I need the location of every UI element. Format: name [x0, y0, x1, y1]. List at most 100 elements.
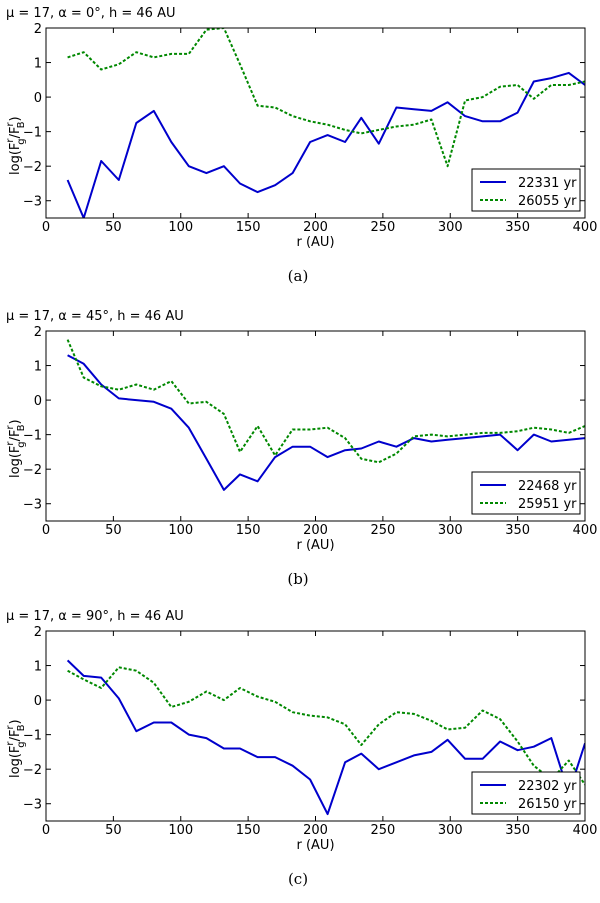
- x-tick-label: 250: [370, 823, 395, 838]
- x-tick-label: 150: [236, 523, 261, 538]
- y-label-mid: /F: [8, 126, 23, 138]
- series-line-2: [66, 339, 585, 464]
- y-label-sup-b: r: [5, 121, 16, 126]
- y-tick-label: −3: [23, 498, 42, 513]
- x-tick-label: 150: [236, 823, 261, 838]
- y-label-sup-g: r: [5, 138, 16, 143]
- y-tick-label: 1: [34, 360, 42, 375]
- y-tick-label: −1: [23, 429, 42, 444]
- chart-title: μ = 17, α = 45°, h = 46 AU: [6, 309, 184, 324]
- legend-box: [471, 771, 581, 815]
- chart-a: μ = 17, α = 0°, h = 46 AU 0 50 100 150 200 250…: [5, 6, 598, 285]
- y-tick-label: 0: [34, 694, 42, 709]
- y-label-sup-b: r: [5, 424, 16, 429]
- y-label-end: ): [8, 719, 23, 724]
- y-tick-label: 1: [34, 660, 42, 675]
- legend-box: [471, 471, 581, 515]
- x-tick-label: 300: [438, 523, 463, 538]
- x-tick-label: 200: [303, 220, 328, 235]
- series-line-2: [67, 28, 585, 168]
- x-tick-label: 50: [105, 823, 122, 838]
- x-axis-label: r (AU): [296, 538, 334, 553]
- x-tick-label: 300: [438, 823, 463, 838]
- x-axis-label: r (AU): [296, 838, 334, 853]
- x-axis-label: r (AU): [296, 235, 334, 250]
- series-group: [66, 339, 585, 491]
- x-tick-label: 50: [105, 220, 122, 235]
- y-label-end: ): [8, 419, 23, 424]
- x-tick-label: 200: [303, 823, 328, 838]
- y-tick-label: −2: [23, 160, 42, 175]
- x-tick-label: 100: [168, 220, 193, 235]
- panel-b: μ = 17, α = 45°, h = 46 AU 0 50 100 150 200 25…: [0, 303, 600, 603]
- x-tick-label: 100: [168, 523, 193, 538]
- x-tick-label: 0: [42, 523, 50, 538]
- series-line-1: [67, 354, 585, 491]
- legend-box: [471, 168, 581, 212]
- y-tick-label: −1: [23, 729, 42, 744]
- x-tick-label: 200: [303, 523, 328, 538]
- panel-caption: (a): [288, 267, 309, 285]
- x-tick-label: 150: [236, 220, 261, 235]
- x-tick-label: 350: [505, 523, 530, 538]
- x-tick-label: 250: [370, 523, 395, 538]
- legend-label-1: 22331 yr: [518, 176, 577, 191]
- y-tick-label: 1: [34, 57, 42, 72]
- x-tick-label: 400: [573, 523, 598, 538]
- chart-b: μ = 17, α = 45°, h = 46 AU 0 50 100 150 200 25…: [5, 309, 598, 588]
- y-label-sub-g: g: [16, 741, 27, 747]
- y-label-sub-b: B: [16, 724, 27, 731]
- y-tick-label: −2: [23, 463, 42, 478]
- x-tick-label: 350: [505, 823, 530, 838]
- y-tick-label: 2: [34, 22, 42, 37]
- x-tick-label: 400: [573, 823, 598, 838]
- legend-label-2: 26150 yr: [518, 797, 577, 812]
- series-line-2: [67, 666, 585, 786]
- y-label-mid: /F: [8, 729, 23, 741]
- x-tick-label: 0: [42, 220, 50, 235]
- chart-c: μ = 17, α = 90°, h = 46 AU 0 50 100 150 200 25…: [5, 609, 598, 888]
- y-label-sub-g: g: [16, 138, 27, 144]
- y-tick-label: 0: [34, 91, 42, 106]
- y-axis-label: log(Frg/FrB): [5, 719, 27, 778]
- y-label-sup-g: r: [5, 441, 16, 446]
- y-tick-label: −2: [23, 763, 42, 778]
- legend-label-1: 22468 yr: [518, 479, 577, 494]
- y-tick-label: −1: [23, 126, 42, 141]
- y-axis-label: log(Frg/FrB): [5, 116, 27, 175]
- series-group: [66, 28, 585, 218]
- y-label-sub-g: g: [16, 441, 27, 447]
- chart-title: μ = 17, α = 0°, h = 46 AU: [6, 6, 175, 21]
- chart-title: μ = 17, α = 90°, h = 46 AU: [6, 609, 184, 624]
- x-tick-label: 350: [505, 220, 530, 235]
- y-label-sub-b: B: [16, 424, 27, 431]
- y-label-log: log(F: [8, 143, 23, 175]
- y-tick-label: 2: [34, 625, 42, 640]
- x-tick-label: 400: [573, 220, 598, 235]
- y-tick-label: 2: [34, 325, 42, 340]
- series-line-1: [66, 659, 585, 816]
- y-label-end: ): [8, 116, 23, 121]
- y-label-mid: /F: [8, 429, 23, 441]
- x-tick-label: 250: [370, 220, 395, 235]
- x-tick-label: 300: [438, 220, 463, 235]
- y-label-log: log(F: [8, 746, 23, 778]
- y-tick-label: −3: [23, 195, 42, 210]
- series-line-1: [66, 71, 585, 218]
- panel-caption: (c): [288, 870, 308, 888]
- panel-a: μ = 17, α = 0°, h = 46 AU 0 50 100 150 200 250…: [0, 0, 600, 300]
- y-label-sup-g: r: [5, 741, 16, 746]
- x-tick-label: 0: [42, 823, 50, 838]
- x-tick-label: 100: [168, 823, 193, 838]
- legend-label-1: 22302 yr: [518, 779, 577, 794]
- y-label-sub-b: B: [16, 121, 27, 128]
- x-tick-label: 50: [105, 523, 122, 538]
- panel-c: μ = 17, α = 90°, h = 46 AU 0 50 100 150 200 25…: [0, 603, 600, 903]
- y-label-log: log(F: [8, 446, 23, 478]
- series-group: [66, 659, 585, 816]
- legend-label-2: 25951 yr: [518, 497, 577, 512]
- panel-caption: (b): [287, 570, 308, 588]
- y-tick-label: 0: [34, 394, 42, 409]
- y-label-sup-b: r: [5, 724, 16, 729]
- y-tick-label: −3: [23, 798, 42, 813]
